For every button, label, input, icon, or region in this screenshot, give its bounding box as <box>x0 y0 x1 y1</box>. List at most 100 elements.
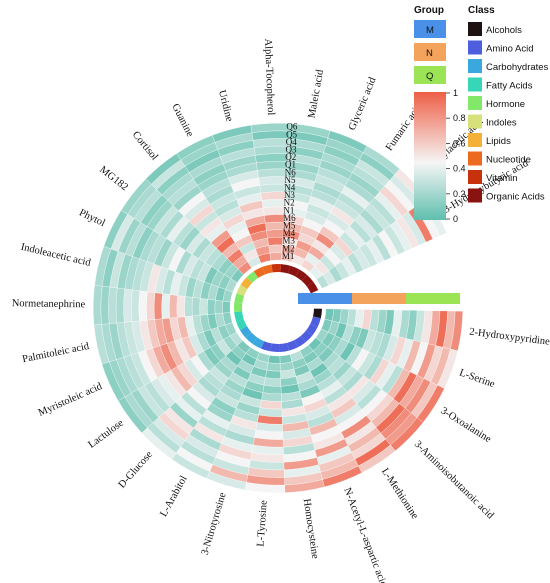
heatmap-cell <box>199 298 208 316</box>
class-legend-label: Vitamin <box>486 173 518 184</box>
class-legend-swatch <box>468 96 482 110</box>
group-legend-swatch <box>414 66 446 84</box>
class-color-ring <box>234 263 322 352</box>
metabolite-label: Cortisol <box>130 129 160 162</box>
class-legend-title: Class <box>468 5 495 16</box>
class-ring-segment <box>313 308 322 319</box>
class-ring-segment <box>271 263 282 273</box>
heatmap-cell <box>161 293 171 319</box>
heatmap-cell <box>259 399 282 410</box>
heatmap-cell <box>222 300 231 314</box>
class-ring-segment <box>295 269 307 281</box>
group-legend-title: Group <box>414 5 444 16</box>
heatmap-cell <box>262 384 282 395</box>
class-legend-label: Hormone <box>486 99 525 110</box>
class-legend-label: Alcohols <box>486 25 522 36</box>
heatmap-cell <box>324 308 334 322</box>
class-ring-segment <box>252 337 265 349</box>
class-ring-segment <box>261 341 272 352</box>
metabolite-label: 3-Nitrotyrosine <box>200 491 229 557</box>
heatmap-cell <box>184 296 193 317</box>
class-legend-label: Amino Acid <box>486 44 534 55</box>
metabolite-label: L-Serine <box>458 367 497 390</box>
class-ring-segment <box>294 335 306 348</box>
class-ring-segment <box>245 332 258 345</box>
metabolite-label: Normetanephrine <box>12 298 86 310</box>
heatmap-cell <box>214 300 223 314</box>
heatmap-cell <box>265 221 285 231</box>
metabolite-label: Uridine <box>216 89 235 123</box>
class-ring-segment <box>279 342 290 352</box>
metabolite-label: Maleic acid <box>307 68 327 119</box>
class-legend-swatch <box>468 77 482 92</box>
heatmap-cell <box>267 237 284 246</box>
color-scale-ticks: 1 0.8 0.6 0.4 0.2 0 <box>446 88 466 224</box>
heatmap-cell <box>256 161 289 171</box>
scale-tick-label: 0.6 <box>453 138 466 148</box>
class-legend-swatch <box>468 59 482 73</box>
class-legend-label: Lipids <box>486 136 511 147</box>
row-label: N6 <box>285 167 296 177</box>
row-label: N4 <box>284 182 295 192</box>
class-ring-segment <box>301 274 314 287</box>
row-label: M4 <box>283 228 296 238</box>
class-ring-segment <box>234 293 245 304</box>
row-label: N3 <box>284 190 295 200</box>
class-ring-segment <box>262 264 273 275</box>
heatmap-cell <box>257 168 288 178</box>
heatmap-cell <box>258 176 288 186</box>
metabolite-label: Myristoleic acid <box>37 381 105 419</box>
metabolite-label: 2-Hydroxypyridine <box>469 327 550 348</box>
class-legend-swatch <box>468 188 482 203</box>
heatmap-cell <box>268 244 283 254</box>
row-label: M1 <box>282 251 295 261</box>
heatmap-cell <box>265 370 281 379</box>
metabolite-label: Homocysteine <box>301 498 321 560</box>
group-legend: M N Q <box>414 20 446 84</box>
class-ring-segment <box>236 284 248 296</box>
group-bar-N <box>352 293 406 304</box>
legend: Group M N Q Class Alcohols Amino Acid Carboh… <box>414 5 549 224</box>
heatmap-cell <box>267 355 281 364</box>
heatmap-cell <box>176 295 186 318</box>
class-ring-segment <box>234 311 244 322</box>
class-ring-segment <box>253 266 266 278</box>
class-legend-swatch <box>468 151 482 166</box>
heatmap-cell <box>146 291 156 321</box>
metabolite-label: Alpha-Tocopherol <box>262 38 276 115</box>
group-legend-label: Q <box>426 71 433 82</box>
heatmap-cell <box>169 294 178 319</box>
heatmap-cell <box>255 153 289 163</box>
metabolite-label: Indoleacetic acid <box>20 242 93 269</box>
class-legend-swatch <box>468 40 482 55</box>
metabolite-label: Guanine <box>169 102 195 139</box>
metabolite-label: 3-Oxoalanine <box>439 405 494 445</box>
group-legend-swatch <box>414 43 446 61</box>
row-label: N5 <box>284 175 295 185</box>
metabolite-label: D-Glucose <box>117 449 155 491</box>
heatmap-cell <box>259 183 287 194</box>
class-ring-segment <box>310 316 321 328</box>
class-ring-segment <box>240 277 253 289</box>
row-label: Q2 <box>285 152 296 162</box>
row-label: N2 <box>284 198 295 208</box>
class-legend-label: Nucleotide <box>486 155 531 166</box>
scale-tick-label: 0.2 <box>453 189 466 199</box>
group-color-bar <box>298 293 460 304</box>
heatmap-cell <box>153 292 163 320</box>
metabolite-label: N-Acetyl-L-aspartic acid <box>341 486 389 583</box>
class-ring-segment <box>306 323 318 336</box>
scale-tick-label: 0.8 <box>453 113 466 123</box>
class-legend: Alcohols Amino Acid Carbohydrates Fatty Aci… <box>468 22 549 203</box>
metabolite-label: L-Methionine <box>379 466 420 521</box>
scale-tick-label: 0.4 <box>453 164 466 174</box>
metabolite-label: MG182 <box>97 164 129 193</box>
heatmap-cell <box>264 214 285 224</box>
row-label: M3 <box>282 236 295 246</box>
metabolite-label: Lactulose <box>86 417 126 450</box>
class-ring-segment <box>234 302 243 313</box>
class-ring-segment <box>246 271 259 283</box>
group-legend-label: M <box>426 25 434 36</box>
